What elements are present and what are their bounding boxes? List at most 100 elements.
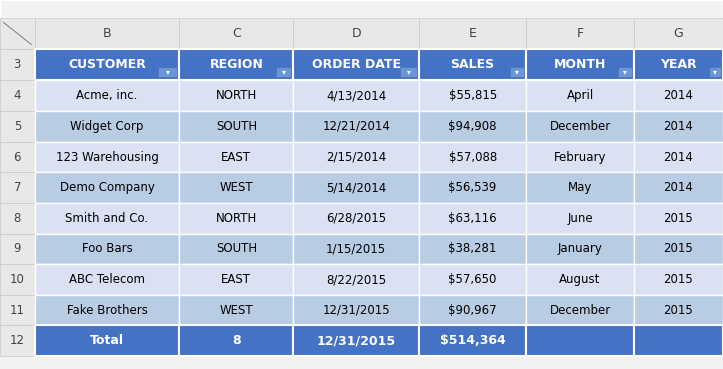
Text: Widget Corp: Widget Corp xyxy=(70,120,144,133)
Bar xyxy=(35,172,179,203)
Bar xyxy=(294,264,419,295)
Text: Demo Company: Demo Company xyxy=(59,181,155,194)
Bar xyxy=(35,234,179,264)
Bar xyxy=(709,67,721,77)
Text: April: April xyxy=(566,89,594,102)
Bar xyxy=(634,264,723,295)
Bar xyxy=(0,18,35,49)
Text: 12: 12 xyxy=(10,334,25,347)
Text: YEAR: YEAR xyxy=(660,58,697,71)
Bar xyxy=(179,111,294,142)
Text: 2014: 2014 xyxy=(664,89,693,102)
Text: $38,281: $38,281 xyxy=(448,242,497,255)
Bar xyxy=(158,67,177,77)
Text: NORTH: NORTH xyxy=(215,212,257,225)
Bar xyxy=(35,111,179,142)
Bar xyxy=(0,203,35,234)
Bar xyxy=(634,172,723,203)
Bar xyxy=(526,203,634,234)
Bar xyxy=(294,142,419,172)
Bar xyxy=(419,18,526,49)
Text: ▾: ▾ xyxy=(406,67,411,76)
Text: $57,088: $57,088 xyxy=(448,151,497,163)
Bar xyxy=(0,142,35,172)
Text: 11: 11 xyxy=(10,304,25,317)
Bar xyxy=(35,49,179,80)
Text: NORTH: NORTH xyxy=(215,89,257,102)
Text: C: C xyxy=(232,27,241,40)
Text: E: E xyxy=(469,27,476,40)
Text: 3: 3 xyxy=(14,58,21,71)
Text: Total: Total xyxy=(90,334,124,347)
Bar xyxy=(35,18,179,49)
Text: F: F xyxy=(576,27,583,40)
Text: $90,967: $90,967 xyxy=(448,304,497,317)
Bar xyxy=(419,264,526,295)
Text: SOUTH: SOUTH xyxy=(215,242,257,255)
Bar xyxy=(0,295,35,325)
Bar xyxy=(526,295,634,325)
Text: EAST: EAST xyxy=(221,273,252,286)
Bar xyxy=(294,172,419,203)
Text: December: December xyxy=(549,304,611,317)
Bar xyxy=(526,49,634,80)
Text: 8: 8 xyxy=(232,334,241,347)
Bar xyxy=(510,67,524,77)
Text: 10: 10 xyxy=(10,273,25,286)
Text: 6/28/2015: 6/28/2015 xyxy=(326,212,386,225)
Bar xyxy=(526,80,634,111)
Bar xyxy=(634,111,723,142)
Bar xyxy=(35,325,179,356)
Text: 8/22/2015: 8/22/2015 xyxy=(326,273,386,286)
Text: EAST: EAST xyxy=(221,151,252,163)
Text: May: May xyxy=(568,181,592,194)
Bar xyxy=(401,67,416,77)
Bar xyxy=(419,142,526,172)
Bar xyxy=(294,49,419,80)
Bar xyxy=(419,80,526,111)
Bar xyxy=(294,234,419,264)
Bar xyxy=(526,325,634,356)
Text: SALES: SALES xyxy=(450,58,495,71)
Text: 2014: 2014 xyxy=(664,151,693,163)
Text: 6: 6 xyxy=(14,151,21,163)
Bar xyxy=(276,67,291,77)
Bar xyxy=(0,49,35,80)
Text: 12/31/2015: 12/31/2015 xyxy=(322,304,390,317)
Text: ▾: ▾ xyxy=(515,67,519,76)
Text: ▾: ▾ xyxy=(713,67,717,76)
Text: MONTH: MONTH xyxy=(554,58,607,71)
Bar xyxy=(419,111,526,142)
Text: August: August xyxy=(560,273,601,286)
Bar xyxy=(0,264,35,295)
Text: 5/14/2014: 5/14/2014 xyxy=(326,181,386,194)
Bar xyxy=(35,295,179,325)
Bar xyxy=(294,18,419,49)
Bar xyxy=(0,234,35,264)
Bar xyxy=(419,325,526,356)
Bar xyxy=(526,18,634,49)
Text: 2015: 2015 xyxy=(664,304,693,317)
Bar xyxy=(294,80,419,111)
Text: 8: 8 xyxy=(14,212,21,225)
Text: Foo Bars: Foo Bars xyxy=(82,242,132,255)
Bar xyxy=(526,264,634,295)
Text: $55,815: $55,815 xyxy=(448,89,497,102)
Bar xyxy=(179,264,294,295)
Bar xyxy=(419,203,526,234)
Text: ORDER DATE: ORDER DATE xyxy=(312,58,401,71)
Text: Acme, inc.: Acme, inc. xyxy=(77,89,137,102)
Bar xyxy=(526,142,634,172)
Text: ▾: ▾ xyxy=(623,67,627,76)
Bar xyxy=(179,172,294,203)
Text: $56,539: $56,539 xyxy=(448,181,497,194)
Bar xyxy=(526,111,634,142)
Bar xyxy=(634,203,723,234)
Text: 2/15/2014: 2/15/2014 xyxy=(326,151,386,163)
Bar xyxy=(634,295,723,325)
Bar xyxy=(634,325,723,356)
Bar xyxy=(179,203,294,234)
Bar xyxy=(419,234,526,264)
Text: ▾: ▾ xyxy=(282,67,286,76)
Bar xyxy=(634,49,723,80)
